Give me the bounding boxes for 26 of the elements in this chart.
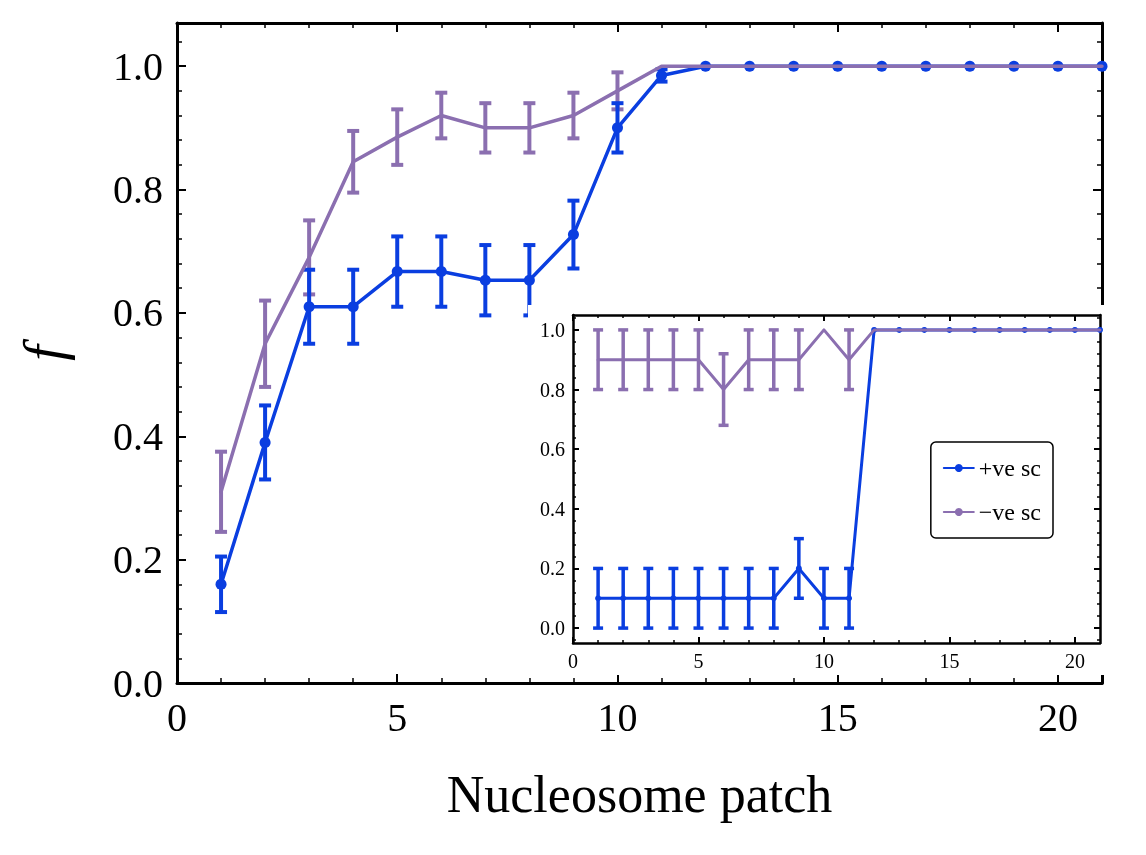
- x-tick-label: 5: [693, 650, 704, 672]
- x-tick-label: 5: [387, 694, 408, 740]
- y-tick-label: 0.4: [113, 413, 163, 459]
- x-tick-label: 15: [817, 694, 858, 740]
- x-tick-label: 20: [1064, 650, 1085, 672]
- y-tick-label: 0.2: [113, 537, 163, 583]
- x-tick-label: 0: [167, 694, 187, 740]
- legend-label: +ve sc: [978, 455, 1042, 481]
- y-tick-label: 1.0: [540, 318, 565, 341]
- y-tick-label: 0.6: [113, 290, 163, 336]
- y-tick-label: 0.8: [113, 167, 163, 213]
- x-tick-label: 15: [939, 650, 960, 672]
- y-tick-label: 1.0: [113, 43, 163, 89]
- x-tick-label: 10: [813, 650, 834, 672]
- y-tick-label: 0.6: [540, 438, 565, 461]
- y-tick-label: 0.8: [540, 378, 565, 401]
- y-tick-label: 0.4: [540, 497, 565, 520]
- y-tick-label: 0.0: [113, 660, 163, 706]
- x-tick-label: 0: [568, 650, 578, 672]
- x-tick-label: 20: [1037, 694, 1078, 740]
- x-tick-label: 10: [597, 694, 638, 740]
- legend-label: −ve sc: [978, 499, 1042, 525]
- y-tick-label: 0.2: [540, 557, 565, 580]
- y-axis-title: f: [13, 337, 75, 361]
- x-axis-title: Nucleosome patch: [446, 765, 833, 823]
- y-tick-label: 0.0: [540, 617, 565, 640]
